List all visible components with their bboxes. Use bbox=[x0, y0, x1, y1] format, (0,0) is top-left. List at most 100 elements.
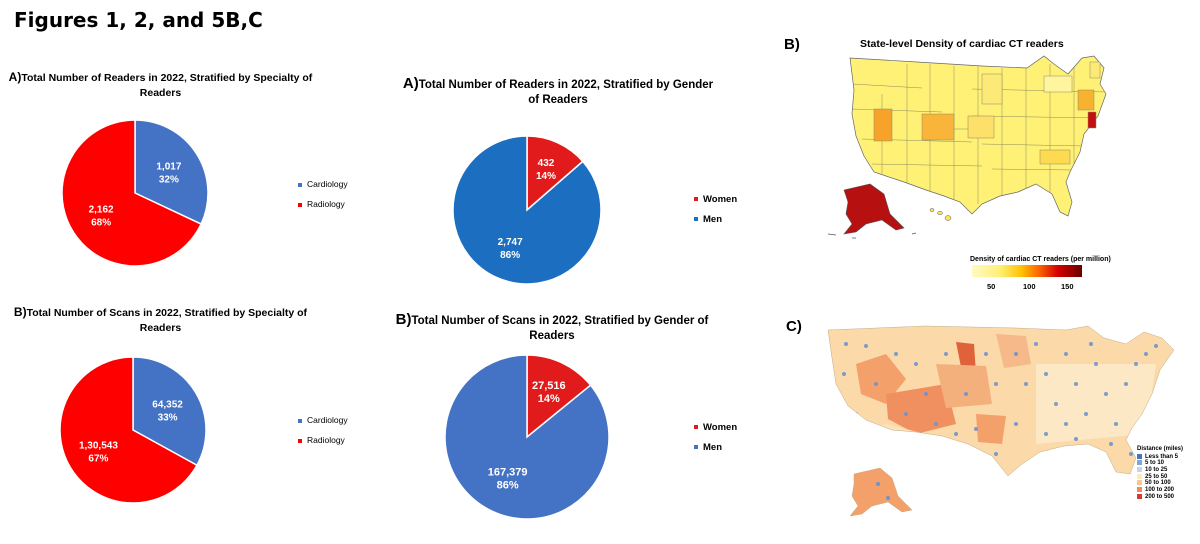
colorbar-tick: 150 bbox=[1061, 282, 1074, 291]
pie-slice-cardiology bbox=[134, 119, 209, 226]
chart-title-text: Total Number of Scans in 2022, Stratifie… bbox=[411, 315, 709, 342]
pie-slice-radiology bbox=[61, 119, 203, 267]
distance-map bbox=[827, 325, 1175, 517]
slice-percent-label: 32% bbox=[159, 174, 179, 185]
distance-legend-swatch bbox=[1137, 453, 1142, 459]
chart-title-readers-specialty: A)Total Number of Readers in 2022, Strat… bbox=[8, 70, 313, 101]
pie-slice-women bbox=[526, 354, 592, 439]
colorbar-title: Density of cardiac CT readers (per milli… bbox=[970, 256, 1111, 263]
legend-item-cardiology: Cardiology bbox=[298, 410, 348, 430]
pie-slice-men bbox=[452, 135, 602, 285]
legend-item-radiology: Radiology bbox=[298, 430, 348, 450]
panel-label: B) bbox=[395, 311, 412, 328]
distance-legend-item: Less than 5 bbox=[1137, 453, 1183, 461]
distance-legend-item: 200 to 500 bbox=[1137, 493, 1183, 501]
chart-title-text: Total Number of Readers in 2022, Stratif… bbox=[21, 72, 313, 99]
slice-value-label: 64,352 bbox=[152, 400, 183, 411]
legend-item-women: Women bbox=[694, 418, 737, 438]
slice-percent-label: 14% bbox=[538, 393, 560, 405]
legend-item-radiology: Radiology bbox=[298, 194, 348, 214]
slice-value-label: 2,162 bbox=[89, 205, 114, 216]
slice-value-label: 27,516 bbox=[532, 380, 566, 392]
map-title-density: State-level Density of cardiac CT reader… bbox=[860, 38, 1064, 50]
chart-title-scans-gender: B)Total Number of Scans in 2022, Stratif… bbox=[392, 312, 712, 344]
distance-legend-label: 25 to 50 bbox=[1145, 473, 1168, 480]
distance-legend-swatch bbox=[1137, 480, 1142, 486]
legend-readers-gender: Women Men bbox=[694, 190, 737, 230]
distance-legend-item: 50 to 100 bbox=[1137, 480, 1183, 487]
slice-value-label: 432 bbox=[538, 158, 555, 169]
legend-swatch bbox=[694, 445, 698, 450]
chart-title-text: Total Number of Readers in 2022, Stratif… bbox=[418, 79, 714, 106]
contiguous-us-shape bbox=[849, 55, 1107, 217]
pie-slice-women bbox=[526, 135, 584, 212]
slice-percent-label: 86% bbox=[497, 480, 519, 492]
distance-legend-item: 100 to 200 bbox=[1137, 486, 1183, 494]
slice-value-label: 1,30,543 bbox=[79, 440, 118, 451]
legend-swatch bbox=[298, 438, 302, 443]
legend-swatch bbox=[298, 418, 302, 423]
panel-label: B) bbox=[13, 305, 27, 319]
slice-value-label: 1,017 bbox=[156, 161, 181, 172]
slice-value-label: 2,747 bbox=[498, 237, 523, 248]
alaska-distance bbox=[849, 467, 913, 517]
distance-legend-item: 10 to 25 bbox=[1137, 466, 1183, 474]
legend-swatch bbox=[694, 217, 698, 222]
distance-legend-title: Distance (miles) bbox=[1137, 446, 1184, 452]
distance-legend-swatch bbox=[1137, 466, 1142, 472]
legend-item-men: Men bbox=[694, 438, 737, 458]
pie-chart-scans-specialty: 64,352 33% 1,30,543 67% bbox=[59, 356, 207, 504]
legend-item-cardiology: Cardiology bbox=[298, 174, 348, 194]
slice-percent-label: 14% bbox=[536, 171, 556, 182]
chart-title-text: Total Number of Scans in 2022, Stratifie… bbox=[26, 307, 308, 334]
slice-percent-label: 86% bbox=[500, 250, 520, 261]
distance-legend-label: 5 to 10 bbox=[1145, 460, 1165, 467]
slice-percent-label: 33% bbox=[158, 413, 178, 424]
distance-legend-label: 100 to 200 bbox=[1145, 487, 1175, 494]
legend-swatch bbox=[298, 182, 302, 187]
chart-title-scans-specialty: B)Total Number of Scans in 2022, Stratif… bbox=[8, 305, 313, 336]
slice-percent-label: 67% bbox=[88, 453, 108, 464]
map-panel-label-c: C) bbox=[786, 318, 802, 335]
contiguous-us-distance bbox=[828, 326, 1174, 476]
pie-slice-radiology bbox=[59, 356, 198, 504]
legend-item-men: Men bbox=[694, 210, 737, 230]
distance-legend-swatch bbox=[1137, 460, 1142, 466]
alaska-shape bbox=[827, 183, 917, 239]
map-panel-label-b: B) bbox=[784, 36, 800, 53]
slice-value-label: 167,379 bbox=[488, 467, 528, 479]
distance-legend-label: 200 to 500 bbox=[1145, 493, 1175, 500]
pie-chart-readers-gender: 432 14% 2,747 86% bbox=[452, 135, 602, 285]
legend-item-women: Women bbox=[694, 190, 737, 210]
colorbar bbox=[972, 265, 1082, 277]
legend-readers-specialty: Cardiology Radiology bbox=[298, 174, 348, 214]
colorbar-tick: 50 bbox=[987, 282, 996, 291]
distance-legend-swatch bbox=[1137, 486, 1142, 492]
distance-legend-item: 5 to 10 bbox=[1137, 460, 1183, 467]
slice-percent-label: 68% bbox=[91, 218, 111, 229]
legend-swatch bbox=[298, 202, 302, 207]
legend-swatch bbox=[694, 425, 698, 430]
legend-scans-specialty: Cardiology Radiology bbox=[298, 410, 348, 450]
distance-legend-label: Less than 5 bbox=[1145, 453, 1179, 460]
legend-scans-gender: Women Men bbox=[694, 418, 737, 458]
hawaii-shape bbox=[929, 208, 952, 221]
panel-label: A) bbox=[402, 75, 419, 92]
pie-slice-cardiology bbox=[132, 356, 207, 467]
distance-legend-swatch bbox=[1137, 473, 1142, 479]
chart-title-readers-gender: A)Total Number of Readers in 2022, Strat… bbox=[398, 76, 718, 108]
panel-label: A) bbox=[8, 70, 22, 84]
colorbar-tick: 100 bbox=[1023, 282, 1036, 291]
legend-swatch bbox=[694, 197, 698, 202]
pie-chart-readers-specialty: 1,017 32% 2,162 68% bbox=[61, 119, 209, 267]
distance-legend-swatch bbox=[1137, 493, 1142, 499]
distance-legend-item: 25 to 50 bbox=[1137, 473, 1183, 481]
state-density-map bbox=[827, 55, 1107, 239]
distance-legend-label: 50 to 100 bbox=[1145, 480, 1171, 487]
figure-title: Figures 1, 2, and 5B,C bbox=[14, 8, 263, 32]
pie-slice-men bbox=[444, 354, 610, 520]
distance-legend-label: 10 to 25 bbox=[1145, 467, 1168, 474]
